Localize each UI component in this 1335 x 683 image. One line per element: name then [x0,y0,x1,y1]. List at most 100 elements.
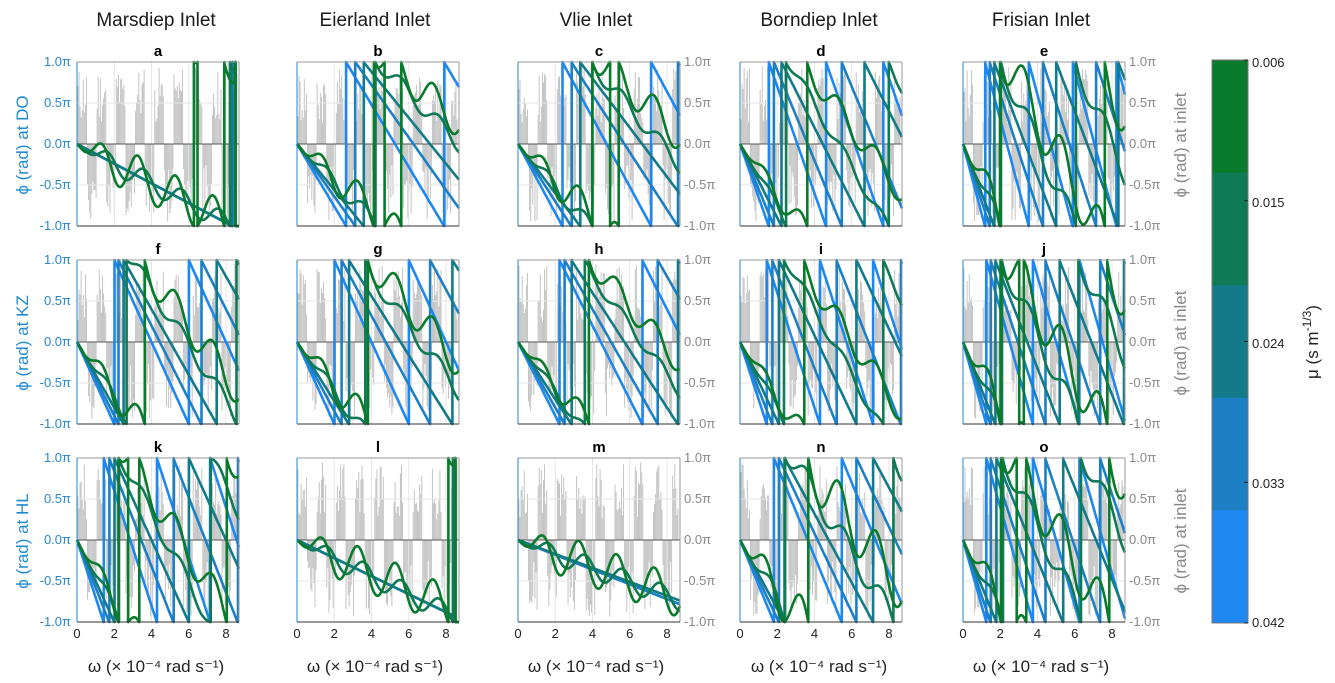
y-tick-left: -1.0π [40,416,71,431]
x-axis-labels: ω (× 10⁻⁴ rad s⁻¹) ω (× 10⁻⁴ rad s⁻¹) ω … [88,657,1109,676]
series-line-mu-0.006 [296,456,460,624]
ylabel-right-row-3: ϕ (rad) at inlet [1171,488,1190,593]
panel-label-c: c [595,43,603,60]
column-title-frisian: Frisian Inlet [992,10,1091,31]
x-tick: 4 [368,626,375,641]
series-line-mu-0.006 [295,258,460,426]
y-tick-left: -1.0π [40,218,71,233]
y-tick-right: 1.0π [1129,54,1156,69]
colorbar-tick-4: 0.042 [1252,615,1285,630]
series-line-mu-0.033 [738,60,904,228]
column-title-vlie: Vlie Inlet [560,10,634,31]
y-tick-left: 0.0π [44,532,71,547]
y-tick-right: 0.0π [1129,532,1156,547]
x-tick: 4 [1034,626,1041,641]
x-tick: 0 [959,626,966,641]
panel-c: c 1.0π 0.5π 0.0π -0.5π -1.0π [516,43,715,233]
series-line-mu-0.015 [961,60,1127,228]
panel-label-i: i [819,241,823,258]
row-y-labels: ϕ (rad) at DO ϕ (rad) at KZ ϕ (rad) at H… [13,95,32,588]
y-tick-left: -0.5π [40,573,71,588]
series-line-mu-0.015 [75,258,241,426]
y-tick-right: 1.0π [1129,252,1156,267]
y-tick-right: 0.5π [684,293,711,308]
colorbar-block [1212,172,1248,286]
panel-label-l: l [376,439,380,456]
y-tick-left: 0.0π [44,334,71,349]
y-tick-left: 1.0π [44,54,71,69]
y-tick-right: -0.5π [1129,573,1160,588]
y-tick-left: 0.5π [44,293,71,308]
series-line-mu-0.042 [516,60,682,228]
column-title-eierland: Eierland Inlet [320,10,432,31]
ylabel-row-do: ϕ (rad) at DO [13,95,32,194]
x-tick: 2 [552,626,559,641]
y-tick-left: -0.5π [40,177,71,192]
series-line-mu-0.033 [75,456,241,624]
colorbar-label-sup: -1/3 [1300,310,1314,331]
panel-f: f 1.0π 0.5π 0.0π -0.5π -1.0π [40,241,241,431]
panel-l: l 0 2 4 6 8 [293,439,460,641]
x-tick: 4 [148,626,155,641]
colorbar: 0.006 0.015 0.024 0.033 0.042 μ (s m-1/3… [1211,55,1322,630]
series-line-mu-0.024 [76,60,240,228]
y-tick-right: -0.5π [684,375,715,390]
x-tick: 6 [1071,626,1078,641]
x-tick: 2 [997,626,1004,641]
x-tick: 0 [514,626,521,641]
y-tick-right: 0.0π [684,532,711,547]
colorbar-label-close: ) [1303,305,1322,311]
colorbar-label: μ (s m-1/3) [1300,305,1322,379]
panel-label-d: d [816,43,825,60]
series-line-mu-0.033 [75,258,241,426]
y-tick-right: -1.0π [684,218,715,233]
series-line-mu-0.042 [516,258,682,426]
colorbar-blocks [1211,59,1249,624]
panel-h: h 1.0π 0.5π 0.0π -0.5π -1.0π [516,241,715,431]
x-tick: 6 [405,626,412,641]
series-line-mu-0.006 [296,60,461,228]
panel-k: k 1.0π 0.5π 0.0π -0.5π -1.0π0 2 4 6 8 [40,439,241,641]
y-tick-right: -1.0π [1129,218,1160,233]
column-title-marsdiep: Marsdiep Inlet [96,10,216,31]
series-line-mu-0.024 [738,60,904,228]
series-line-mu-0.006 [517,534,682,617]
panel-o: o 1.0π 0.5π 0.0π -0.5π -1.0π 0 2 4 6 8 [959,439,1160,641]
x-tick: 8 [222,626,229,641]
y-tick-left: -1.0π [40,614,71,629]
y-tick-right: -1.0π [684,416,715,431]
series-line-mu-0.033 [516,258,682,426]
panel-g: g [295,241,461,426]
ylabel-row-kz: ϕ (rad) at KZ [13,295,32,390]
x-tick: 8 [1108,626,1115,641]
panel-label-o: o [1039,439,1048,456]
series-line-mu-0.024 [296,60,461,228]
series-line-mu-0.033 [295,60,461,228]
colorbar-tick-2: 0.024 [1252,336,1285,351]
series-line-mu-0.006 [738,60,903,228]
y-tick-right: 1.0π [684,252,711,267]
y-tick-right: 0.0π [1129,136,1156,151]
series-line-mu-0.006 [961,258,1127,426]
xlabel-col-4: ω (× 10⁻⁴ rad s⁻¹) [751,657,887,676]
series-line-mu-0.015 [961,258,1127,426]
x-tick: 6 [626,626,633,641]
y-tick-right: -0.5π [684,573,715,588]
panel-label-n: n [816,439,825,456]
x-tick: 4 [811,626,818,641]
y-tick-right: 0.0π [684,136,711,151]
x-tick: 8 [442,626,449,641]
x-tick: 6 [185,626,192,641]
xlabel-col-5: ω (× 10⁻⁴ rad s⁻¹) [973,657,1109,676]
y-tick-right: -1.0π [684,614,715,629]
series-line-mu-0.015 [738,60,904,228]
series-line-mu-0.015 [738,456,904,624]
y-tick-right: 1.0π [684,54,711,69]
y-tick-right: -0.5π [1129,177,1160,192]
y-tick-right: -0.5π [684,177,715,192]
y-tick-right: 0.5π [684,491,711,506]
panel-label-f: f [156,241,162,258]
y-tick-right: -1.0π [1129,614,1160,629]
panel-d: d [738,43,904,228]
series-line-mu-0.024 [517,538,681,602]
